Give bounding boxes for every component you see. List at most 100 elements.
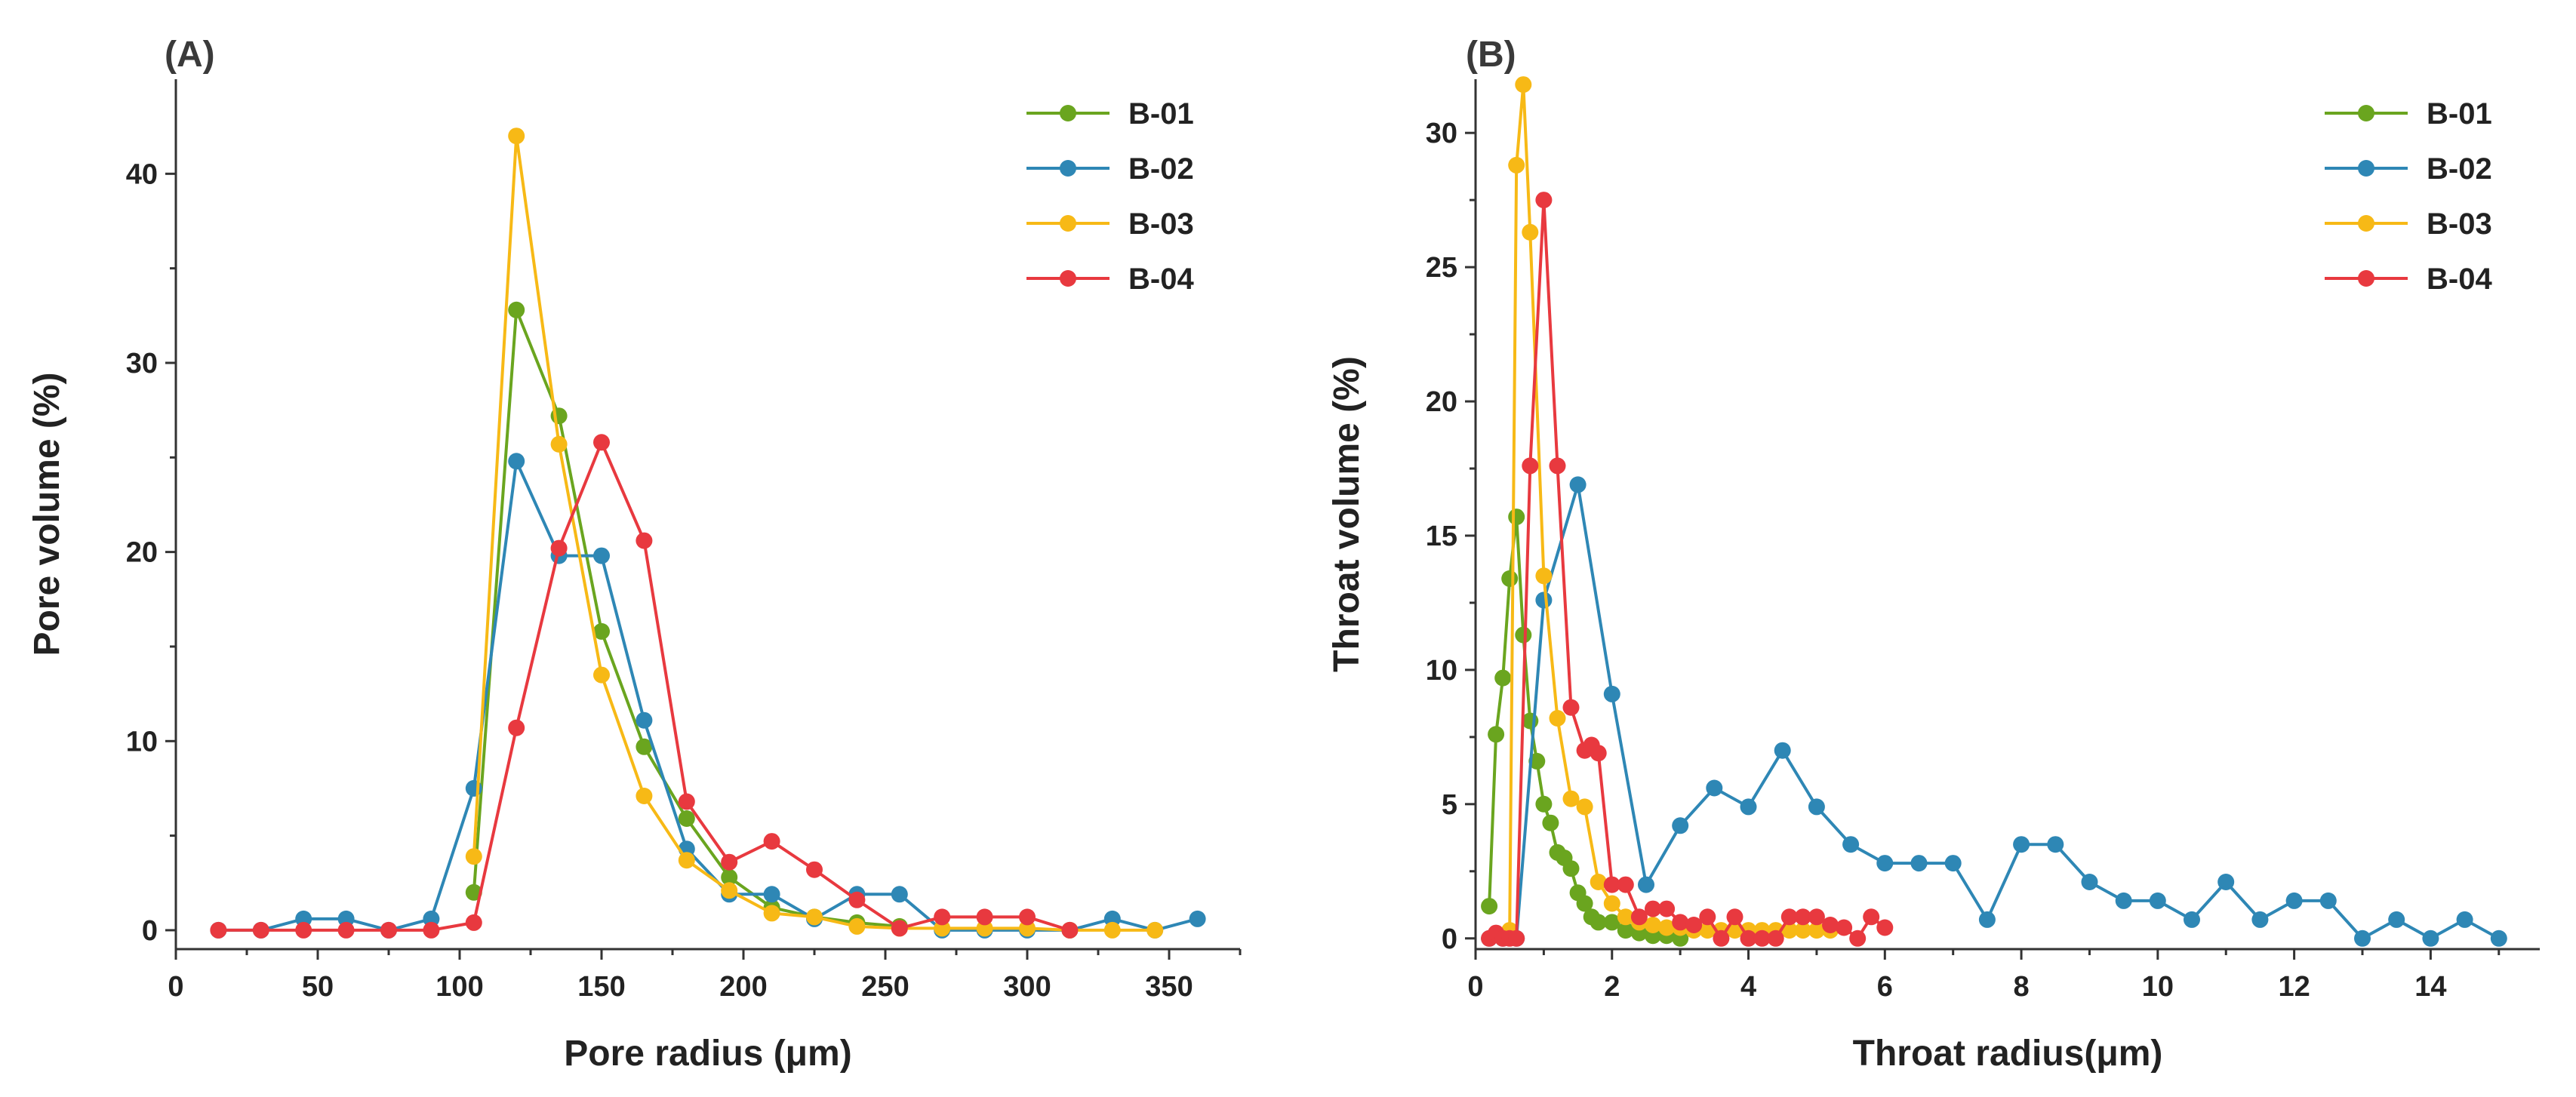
data-point xyxy=(1753,930,1771,947)
data-point xyxy=(1603,914,1620,931)
data-point xyxy=(1706,779,1723,797)
y-axis-title: Pore volume (%) xyxy=(27,372,67,656)
data-point xyxy=(1508,156,1525,174)
series-line-b-04 xyxy=(218,441,1070,932)
data-point xyxy=(423,921,440,939)
y-axis-title: Throat volume (%) xyxy=(1327,356,1367,672)
data-point xyxy=(508,301,525,318)
series-line-b-03 xyxy=(472,134,1156,932)
x-tick-label: 150 xyxy=(577,971,625,1003)
data-point xyxy=(2081,874,2098,890)
data-point xyxy=(1822,917,1839,933)
legend-marker xyxy=(1060,270,1076,287)
x-tick-label: 0 xyxy=(168,971,183,1003)
data-point xyxy=(1672,817,1689,834)
data-point xyxy=(2184,911,2200,928)
series-b-02 xyxy=(210,453,1206,939)
data-point xyxy=(2149,892,2166,909)
data-point xyxy=(1549,457,1566,475)
data-point xyxy=(806,861,823,878)
y-tick-label: 20 xyxy=(126,537,158,569)
data-point xyxy=(1576,798,1593,816)
x-tick-label: 0 xyxy=(1467,971,1483,1003)
data-point xyxy=(1501,570,1519,587)
legend-entry-b-02: B-02 xyxy=(1026,152,1194,186)
series-b-04 xyxy=(210,434,1079,939)
data-point xyxy=(1603,685,1620,702)
legend-entry-b-01: B-01 xyxy=(2325,97,2492,131)
x-tick-label: 200 xyxy=(719,971,767,1003)
data-point xyxy=(1849,930,1867,947)
data-point xyxy=(1569,476,1587,493)
legend-marker xyxy=(1060,160,1076,177)
data-point xyxy=(1542,814,1559,831)
data-point xyxy=(1535,567,1553,585)
legend-marker xyxy=(2358,215,2374,232)
data-point xyxy=(2285,892,2303,909)
data-point xyxy=(1774,742,1791,759)
data-point xyxy=(1645,917,1661,933)
data-point xyxy=(1836,919,1853,936)
data-point xyxy=(1863,908,1880,926)
data-point xyxy=(1699,908,1716,926)
data-point xyxy=(1713,930,1730,947)
data-point xyxy=(508,453,525,470)
series-b-02 xyxy=(1481,476,2507,947)
data-point xyxy=(465,914,482,931)
data-point xyxy=(1876,855,1894,872)
y-tick-label: 10 xyxy=(126,726,158,757)
legend-label: B-03 xyxy=(1128,207,1194,241)
data-point xyxy=(976,908,993,926)
data-point xyxy=(1603,895,1620,912)
x-tick-label: 50 xyxy=(302,971,334,1003)
data-point xyxy=(1590,745,1607,762)
data-point xyxy=(1767,930,1784,947)
x-axis-title: Pore radius (μm) xyxy=(564,1034,851,1074)
x-tick-label: 10 xyxy=(2142,971,2174,1003)
series-line-b-03 xyxy=(1508,83,1830,933)
legend-label: B-02 xyxy=(2427,152,2492,186)
y-tick-label: 0 xyxy=(1442,923,1457,955)
data-point xyxy=(763,905,780,922)
series-b-01 xyxy=(465,301,908,935)
data-point xyxy=(934,908,951,926)
x-tick-label: 300 xyxy=(1003,971,1051,1003)
data-point xyxy=(1740,798,1757,816)
legend-label: B-01 xyxy=(1128,97,1194,131)
data-point xyxy=(1685,917,1703,933)
data-point xyxy=(848,891,866,908)
legend-entry-b-04: B-04 xyxy=(1026,263,1194,296)
data-point xyxy=(1645,900,1661,917)
data-point xyxy=(508,719,525,736)
data-point xyxy=(1549,710,1566,727)
data-point xyxy=(1726,908,1743,926)
data-point xyxy=(593,434,610,451)
data-point xyxy=(1808,798,1825,816)
data-point xyxy=(1672,914,1689,931)
data-point xyxy=(1061,921,1079,939)
data-point xyxy=(1842,836,1860,853)
legend-entry-b-01: B-01 xyxy=(1026,97,1194,131)
y-tick-label: 10 xyxy=(1426,655,1457,687)
legend-label: B-01 xyxy=(2427,97,2492,131)
data-point xyxy=(2422,930,2439,947)
series-line-b-02 xyxy=(218,459,1199,932)
data-point xyxy=(1794,908,1811,926)
data-point xyxy=(1617,922,1634,939)
data-point xyxy=(1508,509,1525,526)
data-point xyxy=(2217,874,2235,890)
data-point xyxy=(636,711,653,729)
data-point xyxy=(1603,876,1620,893)
data-point xyxy=(1535,592,1553,609)
data-point xyxy=(721,882,738,899)
data-point xyxy=(678,793,695,810)
data-point xyxy=(763,886,780,903)
data-point xyxy=(891,920,908,937)
data-point xyxy=(1944,855,1962,872)
data-point xyxy=(1794,922,1811,939)
data-point xyxy=(1562,860,1580,877)
data-point xyxy=(721,868,738,886)
data-point xyxy=(593,666,610,684)
data-point xyxy=(593,547,610,564)
data-point xyxy=(1978,911,1996,928)
